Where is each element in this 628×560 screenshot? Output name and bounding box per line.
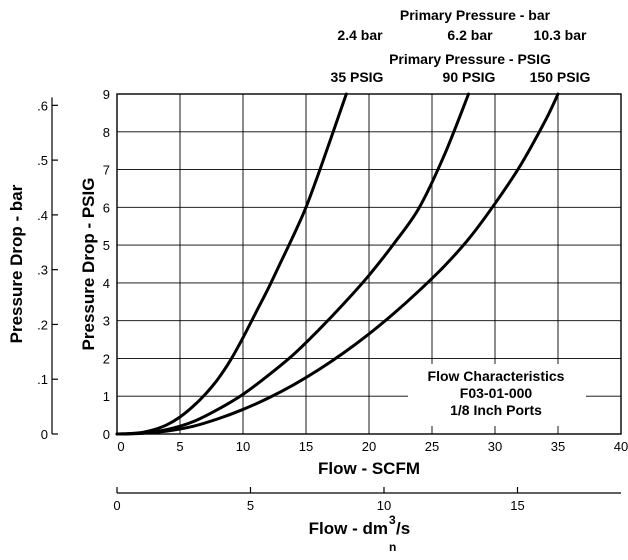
bar-tick-label: 0 (41, 427, 48, 442)
plot-grid (116, 93, 622, 435)
dm3-tick-label: 15 (510, 498, 524, 513)
psig-label-90: 90 PSIG (443, 69, 496, 85)
bar-tick-label: .3 (37, 263, 48, 278)
x-tick-label: 25 (425, 439, 439, 454)
x-tick-label: 35 (551, 439, 565, 454)
bar-label-6-2: 6.2 bar (447, 27, 493, 43)
x-tick-labels: 0 5 10 15 20 25 30 35 40 (117, 439, 628, 454)
x-tick-label: 5 (176, 439, 183, 454)
y-tick-label: 9 (103, 87, 110, 102)
y-tick-labels: 0 1 2 3 4 5 6 7 8 9 (103, 87, 110, 442)
bar-tick-label: .2 (37, 317, 48, 332)
dm3-axis-title-sup: 3 (389, 513, 396, 527)
y-tick-label: 2 (103, 351, 110, 366)
x-tick-label: 0 (117, 439, 124, 454)
bar-axis: 0 .1 .2 .3 .4 .5 .6 (37, 97, 58, 442)
y-tick-label: 8 (103, 125, 110, 140)
bar-tick-label: .4 (37, 208, 48, 223)
y-tick-label: 5 (103, 238, 110, 253)
psig-label-150: 150 PSIG (530, 69, 591, 85)
curve-90-psig (115, 92, 471, 436)
x-tick-label: 10 (236, 439, 250, 454)
y-axis-title: Pressure Drop - PSIG (79, 178, 98, 351)
curve-150-psig (115, 92, 560, 436)
bar-label-2-4: 2.4 bar (337, 27, 383, 43)
y-tick-label: 4 (103, 276, 110, 291)
annotation-box (408, 364, 586, 426)
bar-tick-label: .1 (37, 372, 48, 387)
bar-tick-label: .5 (37, 153, 48, 168)
dm3-axis-title: Flow - dm (309, 519, 388, 538)
y-tick-label: 0 (103, 427, 110, 442)
annotation-line-2: F03-01-000 (460, 385, 533, 401)
dm3-tick-label: 0 (113, 498, 120, 513)
bar-axis-title: Pressure Drop - bar (7, 184, 26, 343)
x-tick-label: 40 (614, 439, 628, 454)
primary-pressure-bar-title: Primary Pressure - bar (400, 7, 551, 23)
dm3-tick-label: 5 (247, 498, 254, 513)
annotation-line-1: Flow Characteristics (428, 368, 565, 384)
bar-tick-label: .6 (37, 98, 48, 113)
y-tick-label: 6 (103, 200, 110, 215)
dm3-axis-title-tail: /s (396, 519, 410, 538)
bar-label-10-3: 10.3 bar (534, 27, 587, 43)
y-tick-label: 3 (103, 314, 110, 329)
x-axis-title: Flow - SCFM (318, 459, 420, 478)
primary-pressure-psig-title: Primary Pressure - PSIG (389, 51, 551, 67)
x-tick-label: 30 (488, 439, 502, 454)
y-tick-label: 7 (103, 163, 110, 178)
x-tick-label: 20 (362, 439, 376, 454)
annotation-line-3: 1/8 Inch Ports (450, 402, 542, 418)
dm3-tick-label: 10 (377, 498, 391, 513)
y-tick-label: 1 (103, 389, 110, 404)
plot-frame (116, 93, 622, 435)
psig-label-35: 35 PSIG (331, 69, 384, 85)
pressure-curves (115, 92, 560, 436)
dm3-axis-title-sub: n (389, 540, 396, 554)
x-tick-label: 15 (299, 439, 313, 454)
dm3-axis: 0 5 10 15 (113, 487, 621, 513)
curve-35-psig (115, 92, 348, 436)
